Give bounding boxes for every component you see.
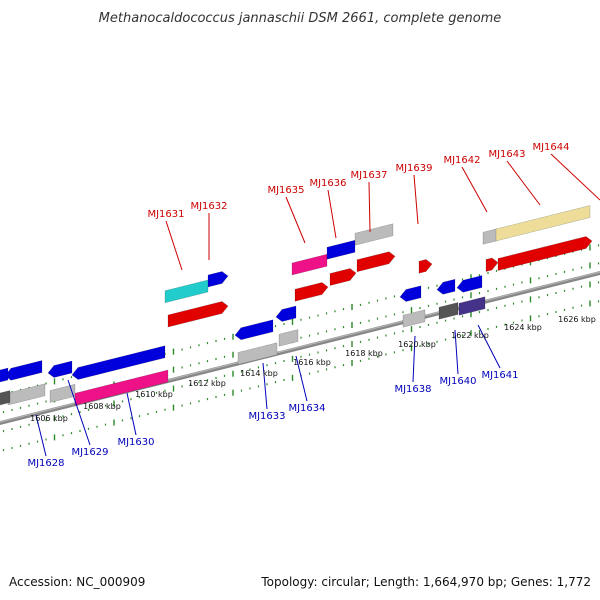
gene-label-mj1642: MJ1642 — [443, 155, 480, 166]
accession-text: Accession: NC_000909 — [9, 575, 145, 589]
gene-arrow-mj1640 — [436, 278, 456, 295]
scale-label: 1606 kbp — [30, 414, 68, 423]
callout-line — [67, 379, 91, 446]
scale-label: 1622 kbp — [451, 331, 489, 340]
topology-summary: Topology: circular; Length: 1,664,970 bp… — [260, 575, 591, 589]
scale-label: 1626 kbp — [558, 315, 596, 324]
gene-arrow-mj1632 — [207, 271, 229, 288]
gene-arrow-mj1637-b — [356, 251, 396, 273]
callout-line — [454, 329, 459, 375]
callout-line — [413, 174, 419, 225]
scale-label: 1610 kbp — [135, 390, 173, 399]
gene-arrow-mj1637 — [354, 223, 394, 246]
gene-arrow-mj1641-b — [458, 296, 486, 316]
callout-line — [550, 153, 600, 201]
gene-arrow-mj1640-b — [438, 302, 459, 320]
callout-line — [477, 324, 501, 369]
callout-line — [327, 189, 337, 239]
callout-line — [262, 362, 268, 410]
gene-arrow-mj1633-b — [237, 342, 278, 365]
gene-arrow-cyan — [164, 279, 209, 304]
scale-label: 1616 kbp — [293, 358, 331, 367]
callout-line — [165, 220, 183, 271]
scale-label: 1608 kbp — [83, 402, 121, 411]
callout-line — [35, 414, 47, 457]
gene-arrow-mj1630 — [71, 345, 166, 380]
gene-label-mj1640: MJ1640 — [439, 376, 476, 387]
gene-arrow-mj1638 — [399, 285, 422, 302]
gene-arrow-mj1628-b — [7, 383, 46, 406]
gene-label-mj1628: MJ1628 — [27, 458, 64, 469]
gene-arrow-mj1628 — [4, 360, 43, 381]
gene-labels: MJ1631 MJ1632 MJ1635 MJ1636 MJ1637 MJ1639 MJ16… — [27, 142, 600, 469]
gene-arrow-mj1633 — [234, 319, 274, 341]
gene-arrow-mj1636-b — [329, 268, 357, 286]
tick-rows — [2, 244, 600, 452]
gene-label-mj1637: MJ1637 — [350, 170, 387, 181]
gene-arrow-mj1629 — [47, 360, 73, 378]
gene-arrow-mj1635-b — [294, 282, 329, 302]
gene-arrow-mj1641 — [456, 275, 483, 293]
callout-line — [368, 181, 371, 233]
gene-arrow-edge — [0, 367, 9, 383]
map-title: Methanocaldococcus jannaschii DSM 2661, … — [99, 11, 502, 26]
gene-arrow-edge-b — [0, 390, 11, 406]
gene-arrow-mj1643 — [495, 205, 591, 242]
gene-arrow-mj1643-b — [497, 236, 593, 271]
gene-arrow-mj1642-b — [485, 257, 499, 272]
gene-label-mj1630: MJ1630 — [117, 437, 154, 448]
gene-features — [0, 205, 593, 406]
scale-label: 1612 kbp — [188, 379, 226, 388]
gene-arrow-mj1634 — [275, 305, 297, 322]
callout-line — [412, 335, 416, 383]
gene-label-mj1633: MJ1633 — [248, 411, 285, 422]
callout-line — [126, 392, 137, 436]
gene-label-mj1639: MJ1639 — [395, 163, 432, 174]
gene-arrow-mj1634-b — [278, 329, 299, 347]
gene-label-mj1634: MJ1634 — [288, 403, 325, 414]
gene-arrow-mj1635 — [291, 253, 328, 276]
scale-label: 1614 kbp — [240, 369, 278, 378]
scale-label: 1620 kbp — [398, 340, 436, 349]
gene-arrow-mj1639 — [418, 259, 433, 274]
gene-label-mj1644: MJ1644 — [532, 142, 569, 153]
gene-arrow-mj1638-b — [402, 309, 426, 328]
callout-line — [506, 160, 541, 206]
gene-arrow-mj1631 — [167, 301, 229, 328]
gene-arrow-mj1636 — [326, 239, 356, 260]
scale-label: 1624 kbp — [504, 323, 542, 332]
gene-label-mj1636: MJ1636 — [309, 178, 346, 189]
scale-labels: 1606 kbp 1608 kbp 1610 kbp 1612 kbp 1614 kbp… — [30, 315, 596, 423]
callout-line — [295, 355, 308, 402]
callout-line — [461, 166, 488, 213]
gene-label-mj1631: MJ1631 — [147, 209, 184, 220]
gene-label-mj1635: MJ1635 — [267, 185, 304, 196]
gene-label-mj1641: MJ1641 — [481, 370, 518, 381]
gene-label-mj1629: MJ1629 — [71, 447, 108, 458]
scale-label: 1618 kbp — [345, 349, 383, 358]
gene-label-mj1638: MJ1638 — [394, 384, 431, 395]
gene-label-mj1632: MJ1632 — [190, 201, 227, 212]
callout-line — [285, 196, 306, 244]
gene-arrow-mj1642 — [482, 228, 498, 245]
gene-arrow-mj1629-b — [49, 383, 76, 403]
gene-label-mj1643: MJ1643 — [488, 149, 525, 160]
